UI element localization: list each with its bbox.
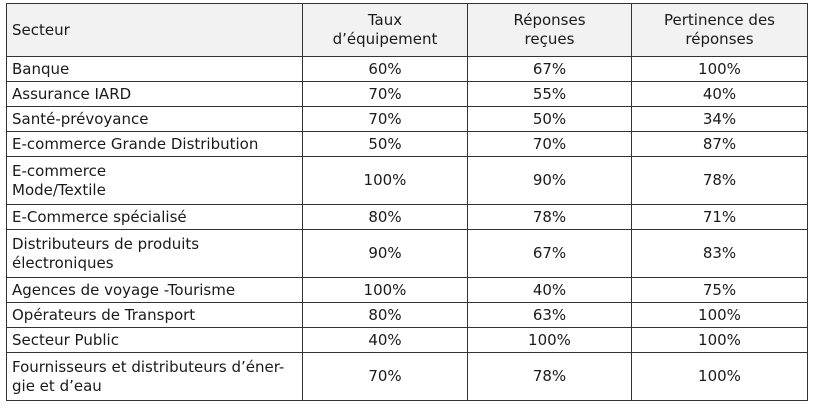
sector-cell: Assurance IARD [6, 81, 303, 107]
sector-name: Opérateurs de Transport [12, 305, 196, 324]
relevance-cell: 34% [631, 106, 808, 132]
sector-cell: E-Commerce spécialisé [6, 204, 303, 230]
equipment-cell: 100% [302, 277, 468, 303]
header-responses: Réponses reçues [467, 3, 632, 57]
equipment-cell: 40% [302, 327, 468, 353]
sector-name: Agences de voyage -Tourisme [12, 280, 236, 299]
sector-cell: Agences de voyage -Tourisme [6, 277, 303, 303]
table-row: Santé-prévoyance 70% 50% 34% [6, 106, 808, 132]
relevance-cell: 87% [631, 131, 808, 157]
table-row: E-Commerce spécialisé 80% 78% 71% [6, 204, 808, 230]
sector-cell: E-commerce Mode/Textile [6, 156, 303, 205]
sector-table: Secteur Taux d’équipement Réponses reçue… [6, 3, 808, 401]
relevance-cell: 78% [631, 156, 808, 205]
sector-cell: Secteur Public [6, 327, 303, 353]
table-row: E-commerce Grande Distribution 50% 70% 8… [6, 131, 808, 157]
relevance-cell: 83% [631, 229, 808, 278]
relevance-cell: 71% [631, 204, 808, 230]
table-row: Agences de voyage -Tourisme 100% 40% 75% [6, 277, 808, 303]
equipment-cell: 80% [302, 204, 468, 230]
table-row: Opérateurs de Transport 80% 63% 100% [6, 302, 808, 328]
sector-name: E-Commerce spécialisé [12, 207, 187, 226]
relevance-cell: 100% [631, 352, 808, 401]
sector-cell: Fournisseurs et distributeurs d’éner- gi… [6, 352, 303, 401]
table-row: Fournisseurs et distributeurs d’éner- gi… [6, 352, 808, 401]
responses-cell: 67% [467, 229, 632, 278]
relevance-cell: 40% [631, 81, 808, 107]
responses-cell: 78% [467, 204, 632, 230]
sector-name: E-commerce Mode/Textile [12, 161, 107, 199]
equipment-cell: 100% [302, 156, 468, 205]
responses-cell: 70% [467, 131, 632, 157]
responses-cell: 67% [467, 56, 632, 82]
responses-cell: 78% [467, 352, 632, 401]
table-row: Secteur Public 40% 100% 100% [6, 327, 808, 353]
table-header: Secteur Taux d’équipement Réponses reçue… [6, 3, 808, 57]
responses-cell: 50% [467, 106, 632, 132]
table-row: Distributeurs de produits électroniques … [6, 229, 808, 278]
sector-name: Assurance IARD [12, 84, 132, 103]
header-equipment: Taux d’équipement [302, 3, 468, 57]
header-sector-label: Secteur [12, 20, 70, 39]
equipment-cell: 50% [302, 131, 468, 157]
table-row: Banque 60% 67% 100% [6, 56, 808, 82]
header-responses-label: Réponses reçues [513, 11, 586, 48]
equipment-cell: 70% [302, 81, 468, 107]
equipment-cell: 80% [302, 302, 468, 328]
sector-name: Distributeurs de produits électroniques [12, 234, 200, 272]
table-container: Secteur Taux d’équipement Réponses reçue… [6, 3, 808, 401]
sector-cell: Opérateurs de Transport [6, 302, 303, 328]
relevance-cell: 100% [631, 302, 808, 328]
sector-name: Banque [12, 59, 70, 78]
sector-name: Santé-prévoyance [12, 109, 149, 128]
sector-name: Fournisseurs et distributeurs d’éner- gi… [12, 357, 285, 395]
table-row: Assurance IARD 70% 55% 40% [6, 81, 808, 107]
responses-cell: 40% [467, 277, 632, 303]
sector-name: E-commerce Grande Distribution [12, 134, 259, 153]
equipment-cell: 90% [302, 229, 468, 278]
sector-cell: Santé-prévoyance [6, 106, 303, 132]
header-relevance: Pertinence des réponses [631, 3, 808, 57]
table-body: Banque 60% 67% 100% Assurance IARD 70% 5… [6, 56, 808, 401]
responses-cell: 63% [467, 302, 632, 328]
header-row: Secteur Taux d’équipement Réponses reçue… [6, 3, 808, 57]
sector-name: Secteur Public [12, 330, 119, 349]
equipment-cell: 70% [302, 352, 468, 401]
responses-cell: 90% [467, 156, 632, 205]
responses-cell: 55% [467, 81, 632, 107]
sector-cell: Distributeurs de produits électroniques [6, 229, 303, 278]
sector-cell: E-commerce Grande Distribution [6, 131, 303, 157]
header-sector: Secteur [6, 3, 303, 57]
relevance-cell: 75% [631, 277, 808, 303]
relevance-cell: 100% [631, 56, 808, 82]
equipment-cell: 70% [302, 106, 468, 132]
equipment-cell: 60% [302, 56, 468, 82]
relevance-cell: 100% [631, 327, 808, 353]
header-equipment-label: Taux d’équipement [332, 11, 438, 48]
header-relevance-label: Pertinence des réponses [663, 11, 775, 48]
responses-cell: 100% [467, 327, 632, 353]
table-row: E-commerce Mode/Textile 100% 90% 78% [6, 156, 808, 205]
sector-cell: Banque [6, 56, 303, 82]
